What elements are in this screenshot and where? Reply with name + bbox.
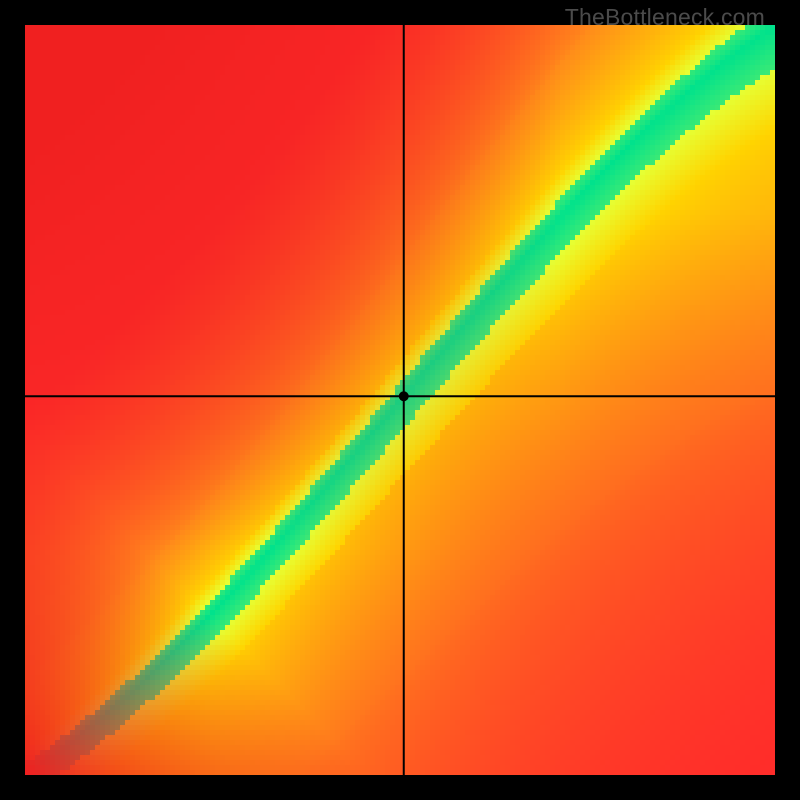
watermark-text: TheBottleneck.com bbox=[565, 4, 765, 31]
bottleneck-heatmap bbox=[25, 25, 775, 775]
chart-container: TheBottleneck.com bbox=[0, 0, 800, 800]
